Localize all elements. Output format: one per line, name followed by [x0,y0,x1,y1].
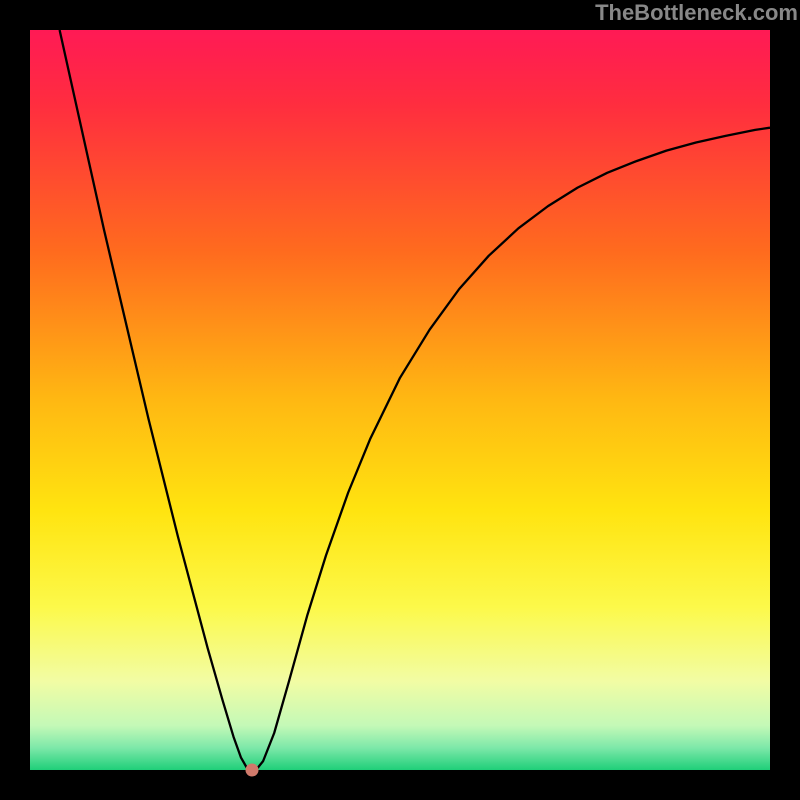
plot-background [30,30,770,770]
optimal-point-marker [246,764,259,777]
chart-container: TheBottleneck.com [0,0,800,800]
bottleneck-chart [0,0,800,800]
watermark-label: TheBottleneck.com [595,0,798,26]
